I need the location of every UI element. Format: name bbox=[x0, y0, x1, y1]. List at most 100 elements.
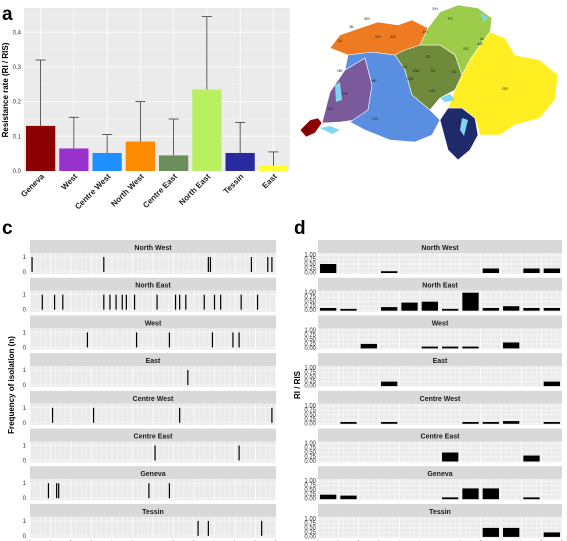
canton-label: GR bbox=[502, 86, 508, 91]
panel-a-y-tick-label: 0.4 bbox=[13, 30, 22, 36]
panel-c-facet-title: Tessin bbox=[142, 509, 164, 516]
panel-c-y-tick-label: 1 bbox=[23, 293, 27, 299]
panel-d-bar bbox=[442, 452, 459, 462]
panel-d-y-tick-label: 0.50 bbox=[304, 412, 316, 418]
panel-c-facet: West 0 1 bbox=[23, 315, 277, 351]
panel-d-y-tick-label: 0.00 bbox=[304, 534, 316, 540]
panel-c-y-tick-label: 0 bbox=[23, 308, 27, 314]
panel-label-d: d bbox=[294, 218, 306, 239]
panel-d-y-tick-label: 0.25 bbox=[304, 455, 316, 461]
panel-d-y-tick-label: 0.25 bbox=[304, 492, 316, 498]
panel-a-category-label: Centre West bbox=[73, 172, 113, 212]
panel-d-y-tick-label: 0.50 bbox=[304, 450, 316, 456]
panel-d-bar bbox=[523, 455, 540, 462]
panel-d-facet-title: North East bbox=[422, 283, 458, 290]
panel-a-category-label: Tessin bbox=[222, 172, 246, 196]
panel-d-y-tick-label: 0.75 bbox=[304, 257, 316, 263]
panel-d-y-tick-label: 0.25 bbox=[304, 341, 316, 347]
panel-c-facet: East 0 1 bbox=[23, 353, 277, 389]
panel-d-bar bbox=[482, 422, 499, 424]
canton-label: VD bbox=[327, 106, 333, 111]
panel-c-y-tick-label: 1 bbox=[23, 481, 27, 487]
panel-c-facet-title: West bbox=[145, 320, 162, 327]
panel-a-bar bbox=[225, 152, 255, 171]
panel-c-facet: Centre East 0 1 bbox=[23, 428, 277, 465]
panel-c-y-axis-label: Frequency of isolation (n) bbox=[7, 336, 16, 434]
panel-c-facet-title: Centre East bbox=[134, 434, 174, 441]
panel-d-y-tick-label: 0.50 bbox=[304, 375, 316, 381]
panel-d-facet: North West 0.000.250.500.751.00 bbox=[304, 240, 563, 277]
panel-d-y-tick-label: 0.50 bbox=[304, 337, 316, 343]
panel-c-facet-strip bbox=[30, 466, 276, 480]
panel-d-bar bbox=[381, 271, 398, 273]
region-east bbox=[447, 31, 559, 136]
canton-label: NW bbox=[413, 68, 420, 73]
panel-d-y-tick-label: 1.00 bbox=[304, 253, 316, 259]
panel-d-facet: Tessin 0.000.250.500.751.00 bbox=[304, 503, 563, 540]
panel-d-y-tick-label: 0.25 bbox=[304, 417, 316, 423]
panel-d-bar bbox=[523, 308, 540, 311]
panel-d-bar bbox=[462, 346, 479, 349]
panel-d-bar bbox=[442, 497, 459, 500]
canton-label: NE bbox=[337, 68, 343, 73]
canton-label: SG bbox=[463, 46, 469, 51]
panel-d-bar bbox=[340, 495, 357, 500]
panel-c-facet-strip bbox=[30, 353, 276, 367]
panel-c-y-tick-label: 1 bbox=[23, 519, 27, 525]
panel-c-facet-title: East bbox=[146, 358, 161, 365]
panel-d-y-tick-label: 1.00 bbox=[304, 516, 316, 522]
panel-a-category-label: North East bbox=[177, 172, 212, 207]
lakes bbox=[320, 12, 488, 136]
panel-c-facet-strip bbox=[30, 390, 276, 404]
panel-d-bar bbox=[503, 342, 520, 349]
canton-label: SO bbox=[375, 34, 381, 39]
panel-a-bar bbox=[59, 148, 89, 171]
panel-d-bar bbox=[462, 292, 479, 311]
canton-label: AI bbox=[480, 36, 484, 41]
canton-label: FR bbox=[342, 91, 347, 96]
panel-d-bar bbox=[523, 497, 540, 500]
panel-d-bar bbox=[320, 264, 337, 273]
panel-d-facet: West 0.000.250.500.751.00 bbox=[304, 315, 563, 352]
panel-d-bar bbox=[462, 488, 479, 500]
panel-d-facet-title: Geneva bbox=[427, 471, 452, 478]
panel-d-y-tick-label: 0.00 bbox=[304, 384, 316, 390]
canton-label: VS bbox=[372, 116, 378, 121]
panel-d-y-tick-label: 0.75 bbox=[304, 521, 316, 527]
panel-a-bar bbox=[258, 165, 289, 171]
panel-a-category-label: West bbox=[60, 172, 80, 192]
canton-label: ZH bbox=[422, 29, 427, 34]
panel-d-bar bbox=[503, 421, 520, 424]
panel-c-y-tick-label: 1 bbox=[23, 255, 27, 261]
panel-d-y-tick-label: 0.50 bbox=[304, 488, 316, 494]
panel-d-facet: Centre West 0.000.250.500.751.00 bbox=[304, 390, 563, 427]
panel-d-y-tick-label: 0.75 bbox=[304, 370, 316, 376]
panel-d-bar bbox=[543, 422, 560, 424]
panel-c-facet: Geneva 0 1 bbox=[23, 466, 277, 502]
canton-label: BS bbox=[364, 16, 370, 21]
panel-b-switzerland-map: BS BL SH TG ZH AG SO JU NE BE LU ZG SZ NW OW UR GL SG ARAI… bbox=[292, 3, 564, 161]
panel-d-bar bbox=[543, 268, 560, 273]
panel-d-facet-title: East bbox=[433, 358, 448, 365]
panel-d-facet-strip bbox=[318, 428, 562, 442]
panel-d-bar bbox=[320, 494, 337, 500]
panel-d-bar bbox=[482, 488, 499, 500]
canton-label: BL bbox=[350, 24, 356, 29]
panel-d-y-tick-label: 0.75 bbox=[304, 408, 316, 414]
panel-a-category-label: East bbox=[260, 172, 279, 191]
panel-c-y-tick-label: 1 bbox=[23, 406, 27, 412]
panel-d-y-tick-label: 1.00 bbox=[304, 290, 316, 296]
panel-c-y-tick-label: 0 bbox=[23, 534, 27, 540]
panel-d-bar bbox=[482, 268, 499, 273]
panel-a-y-tick-label: 0.1 bbox=[13, 134, 22, 140]
panel-d-bar bbox=[340, 422, 357, 424]
panel-d-y-tick-label: 0.75 bbox=[304, 446, 316, 452]
panel-a-y-tick-label: 0.3 bbox=[13, 65, 22, 71]
canton-label: AG bbox=[390, 34, 396, 39]
panel-a-y-tick-label: 0.0 bbox=[13, 169, 22, 175]
canton-label: SH bbox=[432, 6, 438, 11]
panel-a-y-ticks: 0.0 0.1 0.2 0.3 0.4 bbox=[13, 30, 22, 175]
panel-d-facet: Geneva 0.000.250.500.751.00 bbox=[304, 466, 563, 503]
